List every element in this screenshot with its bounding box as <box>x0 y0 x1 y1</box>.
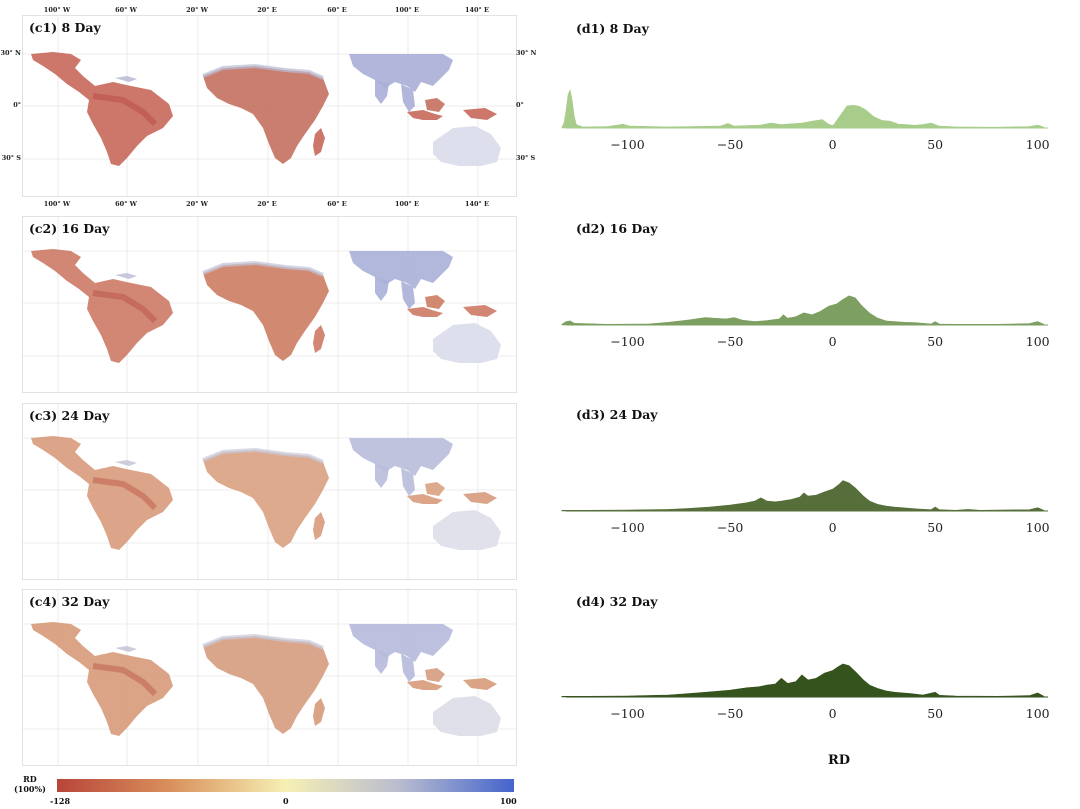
colorbar-max-label: 100 <box>500 796 517 806</box>
x-tick-label: −50 <box>717 706 743 721</box>
x-tick-label: −100 <box>610 706 644 721</box>
x-tick-label: 0 <box>829 706 837 721</box>
x-tick-label: 50 <box>927 334 943 349</box>
density-area <box>561 480 1045 512</box>
x-axis-label: RD <box>828 753 851 768</box>
x-tick-label: 100 <box>1026 334 1050 349</box>
map-panel-title: (c3) 24 Day <box>29 408 110 423</box>
map-graphic <box>23 217 516 392</box>
colorbar-title: RD (100%) <box>14 774 46 794</box>
density-title-d4: (d4) 32 Day <box>576 594 658 609</box>
map-panel-c1: (c1) 8 Day <box>22 15 517 197</box>
colorbar-mid-label: 0 <box>283 796 289 806</box>
x-tick-label: 50 <box>927 137 943 152</box>
colorbar <box>57 779 514 792</box>
x-tick-label: 100 <box>1026 137 1050 152</box>
density-area <box>561 88 1045 129</box>
map-panel-title: (c1) 8 Day <box>29 20 101 35</box>
x-tick-label: −50 <box>717 334 743 349</box>
map-panel-c3: (c3) 24 Day <box>22 403 517 580</box>
x-tick-label: 0 <box>829 334 837 349</box>
density-title-d1: (d1) 8 Day <box>576 21 649 36</box>
map-graphic <box>23 16 516 196</box>
map-panel-c2: (c2) 16 Day <box>22 216 517 393</box>
x-tick-label: −50 <box>717 137 743 152</box>
x-tick-label: −100 <box>610 137 644 152</box>
x-tick-label: 100 <box>1026 706 1050 721</box>
x-tick-label: −100 <box>610 520 644 535</box>
colorbar-min-label: -128 <box>50 796 71 806</box>
density-area <box>561 663 1045 698</box>
x-tick-label: −50 <box>717 520 743 535</box>
x-tick-label: −100 <box>610 334 644 349</box>
map-panel-c4: (c4) 32 Day <box>22 589 517 766</box>
x-tick-label: 0 <box>829 520 837 535</box>
density-area <box>561 295 1045 326</box>
density-title-d3: (d3) 24 Day <box>576 407 658 422</box>
x-tick-label: 100 <box>1026 520 1050 535</box>
x-tick-label: 50 <box>927 520 943 535</box>
map-graphic <box>23 590 516 765</box>
density-title-d2: (d2) 16 Day <box>576 221 658 236</box>
map-graphic <box>23 404 516 579</box>
map-panel-title: (c2) 16 Day <box>29 221 110 236</box>
map-panel-title: (c4) 32 Day <box>29 594 110 609</box>
x-tick-label: 0 <box>829 137 837 152</box>
x-tick-label: 50 <box>927 706 943 721</box>
